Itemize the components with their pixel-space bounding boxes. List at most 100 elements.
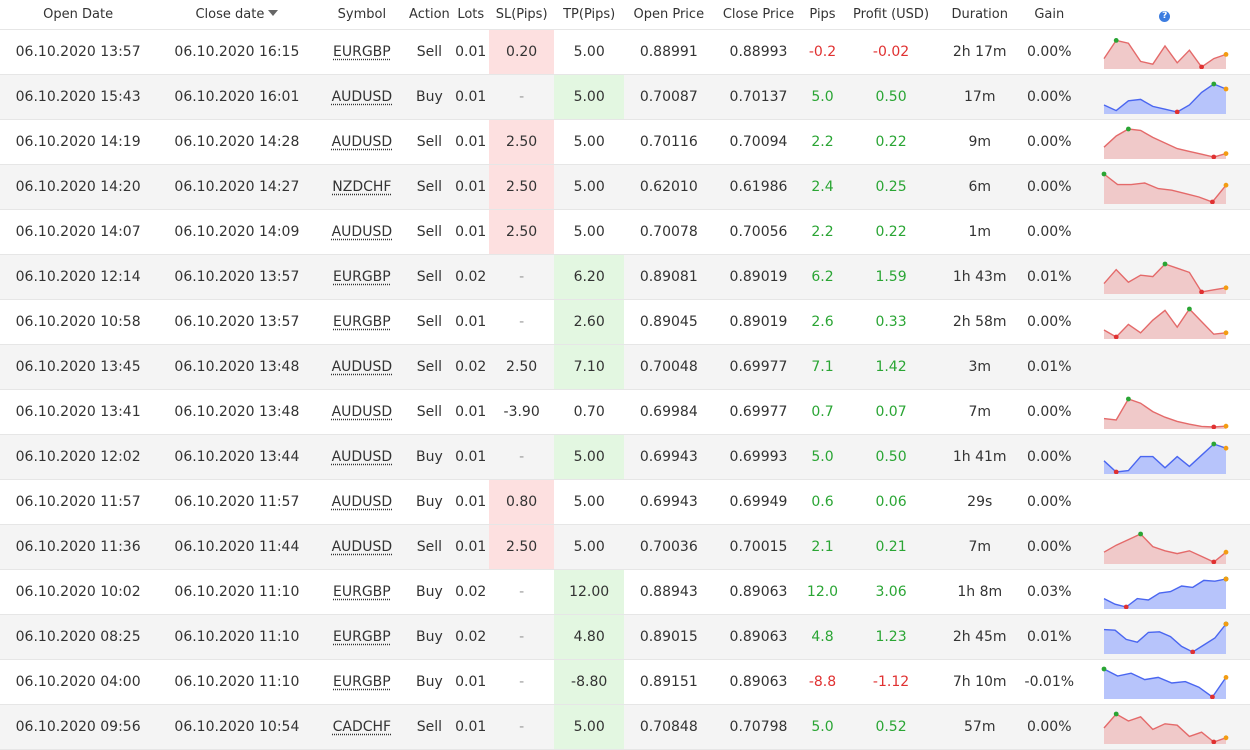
- open-date-cell: 06.10.2020 09:56: [0, 704, 157, 750]
- table-row[interactable]: 06.10.2020 10:02 06.10.2020 11:10 EURGBP Bu…: [0, 569, 1250, 615]
- sl-cell: -: [488, 254, 555, 300]
- table-row[interactable]: 06.10.2020 09:56 06.10.2020 10:54 CADCHF Se…: [0, 704, 1250, 750]
- gain-cell: 0.00%: [1019, 164, 1080, 210]
- sparkline-area: [1103, 624, 1226, 654]
- symbol-link[interactable]: EURGBP: [333, 674, 391, 690]
- symbol-cell: EURGBP: [317, 569, 407, 615]
- open-date-header[interactable]: Open Date: [0, 0, 157, 30]
- table-row[interactable]: 06.10.2020 14:19 06.10.2020 14:28 AUDUSD Se…: [0, 119, 1250, 165]
- open-price-cell: 0.70848: [623, 704, 714, 750]
- sparkline-area: [1103, 444, 1226, 474]
- duration-header[interactable]: Duration: [940, 0, 1020, 30]
- tp-cell: 12.00: [554, 569, 624, 615]
- action-header[interactable]: Action: [406, 0, 453, 30]
- trade-sparkline: [1103, 621, 1229, 654]
- open-date-cell: 06.10.2020 12:14: [0, 254, 157, 300]
- sl-cell: 0.80: [488, 479, 555, 525]
- pips-header[interactable]: Pips: [803, 0, 842, 30]
- symbol-link[interactable]: AUDUSD: [331, 494, 393, 510]
- close-date-cell: 06.10.2020 13:57: [156, 254, 318, 300]
- open-price-header[interactable]: Open Price: [623, 0, 714, 30]
- symbol-link[interactable]: EURGBP: [333, 269, 391, 285]
- open-date-cell: 06.10.2020 14:20: [0, 164, 157, 210]
- sparkline-end-marker: [1223, 675, 1229, 680]
- table-row[interactable]: 06.10.2020 12:02 06.10.2020 13:44 AUDUSD Bu…: [0, 434, 1250, 480]
- sparkline-end-marker: [1223, 735, 1229, 741]
- symbol-link[interactable]: AUDUSD: [331, 404, 393, 420]
- action-cell: Sell: [406, 254, 453, 300]
- sort-desc-icon: [268, 10, 279, 16]
- close-date-cell: 06.10.2020 14:28: [156, 119, 318, 165]
- table-row[interactable]: 06.10.2020 13:41 06.10.2020 13:48 AUDUSD Se…: [0, 389, 1250, 435]
- open-date-cell: 06.10.2020 11:36: [0, 524, 157, 570]
- help-icon[interactable]: ?: [1159, 11, 1171, 22]
- symbol-link[interactable]: AUDUSD: [331, 89, 393, 105]
- sparkline-max-marker: [1113, 38, 1119, 43]
- symbol-link[interactable]: AUDUSD: [331, 224, 393, 240]
- gain-cell: 0.00%: [1019, 479, 1080, 525]
- table-row[interactable]: 06.10.2020 11:57 06.10.2020 11:57 AUDUSD Bu…: [0, 479, 1250, 525]
- gain-cell: 0.00%: [1019, 299, 1080, 345]
- table-row[interactable]: 06.10.2020 04:00 06.10.2020 11:10 EURGBP Bu…: [0, 659, 1250, 705]
- symbol-link[interactable]: AUDUSD: [331, 449, 393, 465]
- symbol-header[interactable]: Symbol: [317, 0, 407, 30]
- close-price-cell: 0.69993: [713, 434, 804, 480]
- lots-cell: 0.01: [452, 299, 489, 345]
- profit-cell: 0.52: [841, 704, 941, 750]
- close-price-cell: 0.89019: [713, 254, 804, 300]
- close-price-header[interactable]: Close Price: [713, 0, 804, 30]
- close-date-header[interactable]: Close date: [156, 0, 318, 30]
- sparkline-cell: [1079, 74, 1250, 120]
- table-row[interactable]: 06.10.2020 13:57 06.10.2020 16:15 EURGBP Se…: [0, 29, 1250, 75]
- sparkline-line: [1103, 443, 1226, 473]
- table-row[interactable]: 06.10.2020 12:14 06.10.2020 13:57 EURGBP Se…: [0, 254, 1250, 300]
- sparkline-max-marker: [1101, 171, 1107, 177]
- tp-header[interactable]: TP(Pips): [554, 0, 624, 30]
- symbol-link[interactable]: AUDUSD: [331, 359, 393, 375]
- symbol-cell: EURGBP: [317, 254, 407, 300]
- profit-cell: 0.25: [841, 164, 941, 210]
- symbol-link[interactable]: AUDUSD: [331, 134, 393, 150]
- symbol-link[interactable]: CADCHF: [332, 719, 392, 735]
- open-price-cell: 0.89045: [623, 299, 714, 345]
- lots-cell: 0.01: [452, 479, 489, 525]
- table-row[interactable]: 06.10.2020 10:58 06.10.2020 13:57 EURGBP Se…: [0, 299, 1250, 345]
- sl-cell: 2.50: [488, 164, 555, 210]
- table-row[interactable]: 06.10.2020 14:07 06.10.2020 14:09 AUDUSD Se…: [0, 209, 1250, 255]
- chart-header: ?: [1079, 0, 1250, 30]
- table-row[interactable]: 06.10.2020 08:25 06.10.2020 11:10 EURGBP Bu…: [0, 614, 1250, 660]
- symbol-link[interactable]: EURGBP: [333, 44, 391, 60]
- sparkline-cell: [1079, 524, 1250, 570]
- table-row[interactable]: 06.10.2020 11:36 06.10.2020 11:44 AUDUSD Se…: [0, 524, 1250, 570]
- open-price-cell: 0.69984: [623, 389, 714, 435]
- sparkline-area: [1103, 309, 1226, 339]
- table-row[interactable]: 06.10.2020 15:43 06.10.2020 16:01 AUDUSD Bu…: [0, 74, 1250, 120]
- table-row[interactable]: 06.10.2020 14:20 06.10.2020 14:27 NZDCHF Se…: [0, 164, 1250, 210]
- gain-header[interactable]: Gain: [1019, 0, 1080, 30]
- open-price-cell: 0.70078: [623, 209, 714, 255]
- lots-header[interactable]: Lots: [452, 0, 489, 30]
- symbol-link[interactable]: EURGBP: [333, 629, 391, 645]
- sparkline-end-marker: [1223, 576, 1229, 582]
- profit-header[interactable]: Profit (USD): [841, 0, 941, 30]
- symbol-link[interactable]: EURGBP: [333, 314, 391, 330]
- symbol-link[interactable]: EURGBP: [333, 584, 391, 600]
- sparkline-max-marker: [1211, 441, 1216, 447]
- action-cell: Sell: [406, 299, 453, 345]
- sparkline-min-marker: [1113, 334, 1119, 339]
- sl-cell: -: [488, 569, 555, 615]
- symbol-link[interactable]: NZDCHF: [332, 179, 392, 195]
- symbol-link[interactable]: AUDUSD: [331, 539, 393, 555]
- tp-cell: 5.00: [554, 209, 624, 255]
- close-date-cell: 06.10.2020 10:54: [156, 704, 318, 750]
- sparkline-area: [1103, 129, 1226, 159]
- sl-header[interactable]: SL(Pips): [488, 0, 555, 30]
- symbol-cell: EURGBP: [317, 614, 407, 660]
- gain-cell: 0.01%: [1019, 614, 1080, 660]
- gain-cell: 0.00%: [1019, 434, 1080, 480]
- action-cell: Sell: [406, 119, 453, 165]
- sparkline-min-marker: [1123, 604, 1129, 609]
- sparkline-cell: [1079, 479, 1250, 525]
- open-price-cell: 0.70116: [623, 119, 714, 165]
- table-row[interactable]: 06.10.2020 13:45 06.10.2020 13:48 AUDUSD Se…: [0, 344, 1250, 390]
